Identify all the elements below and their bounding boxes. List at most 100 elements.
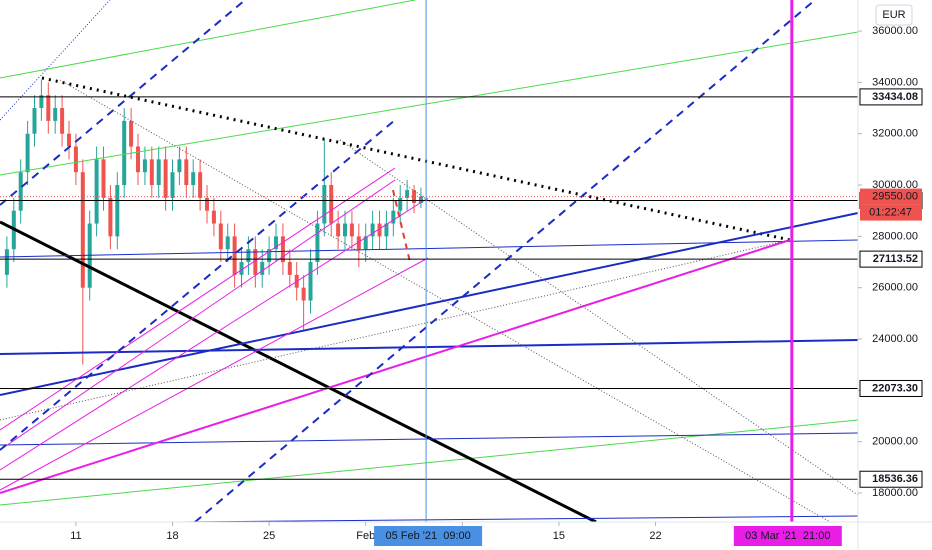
- candle-body: [46, 95, 51, 121]
- candle-body: [246, 249, 251, 263]
- candle-body: [129, 120, 134, 147]
- candle-body: [115, 185, 120, 237]
- candle-body: [67, 133, 72, 147]
- candle-body: [336, 223, 341, 237]
- countdown-box: [860, 204, 922, 221]
- candle-body: [315, 223, 320, 263]
- candle-body: [260, 262, 265, 275]
- candle-body: [170, 172, 175, 198]
- candle-body: [405, 190, 410, 198]
- candle-body: [149, 159, 154, 186]
- candle-body: [136, 146, 141, 173]
- channel-line: [0, 119, 396, 451]
- candle-body: [356, 236, 361, 250]
- candle-body: [73, 146, 78, 173]
- candle-body: [32, 108, 37, 134]
- candle-body: [184, 159, 189, 186]
- y-tick-label: 34000.00: [872, 76, 918, 88]
- candle-body: [142, 159, 147, 173]
- time-label-box: [733, 526, 842, 546]
- candle-body: [349, 223, 354, 237]
- time-label: 05 Feb '21 09:00: [385, 530, 470, 542]
- candle-body: [384, 223, 389, 237]
- candle-body: [18, 172, 23, 211]
- x-tick-label: 22: [649, 530, 661, 542]
- trend-line: [0, 239, 859, 258]
- fan-line: [0, 257, 429, 491]
- time-label: 03 Mar '21 21:00: [745, 530, 830, 542]
- y-tick-label: 20000.00: [872, 436, 918, 448]
- last-price-box: [860, 188, 922, 205]
- price-label-box: [859, 250, 923, 268]
- fan-line: [0, 197, 429, 471]
- dotted-line: [0, 239, 791, 421]
- candle-body: [225, 236, 230, 250]
- candle-body: [39, 95, 44, 109]
- candle-body: [398, 197, 403, 211]
- candle-body: [156, 159, 161, 186]
- trend-line: [0, 220, 597, 524]
- channel-line: [194, 0, 816, 523]
- candle-body: [308, 262, 313, 301]
- channel-line: [0, 0, 246, 206]
- candle-body: [122, 120, 127, 186]
- candle-body: [301, 287, 306, 301]
- x-tick-label: 15: [553, 530, 565, 542]
- price-label: 18536.36: [872, 473, 918, 485]
- x-tick-label: 18: [166, 530, 178, 542]
- trend-line: [0, 239, 791, 494]
- y-tick-label: 18000.00: [872, 487, 918, 499]
- y-tick-label: 24000.00: [872, 333, 918, 345]
- candle-body: [205, 197, 210, 211]
- candle-body: [377, 223, 382, 237]
- y-tick-label: 30000.00: [872, 179, 918, 191]
- price-label: 27113.52: [873, 253, 918, 265]
- candle-body: [211, 210, 216, 224]
- price-label: 33434.08: [872, 91, 918, 103]
- drawings: [0, 0, 859, 524]
- trend-line: [41, 76, 791, 242]
- y-tick-label: 32000.00: [872, 128, 918, 140]
- candle-body: [53, 108, 58, 121]
- trend-line: [0, 419, 859, 506]
- y-tick-label: 36000.00: [872, 25, 918, 37]
- candle-body: [108, 197, 113, 237]
- trend-line: [179, 515, 859, 523]
- axes: 18000.0020000.0022000.0024000.0026000.00…: [70, 25, 923, 546]
- overlay: [0, 0, 858, 522]
- price-label-box: [859, 88, 923, 106]
- price-label: 22073.30: [872, 382, 918, 394]
- currency-box[interactable]: [875, 4, 913, 26]
- x-tick-label: 25: [263, 530, 275, 542]
- dashed-line: [392, 189, 411, 263]
- candle-body: [391, 210, 396, 224]
- candle-body: [267, 249, 272, 263]
- candle-body: [280, 236, 285, 263]
- candle-body: [60, 108, 65, 134]
- candle-body: [239, 262, 244, 275]
- countdown: 01:22:47: [869, 206, 912, 218]
- time-label-box: [374, 526, 483, 546]
- candle-body: [253, 249, 258, 275]
- candle-body: [198, 172, 203, 198]
- candle-body: [322, 185, 327, 224]
- currency: EUR: [882, 9, 905, 21]
- candle-body: [163, 159, 168, 198]
- candle-body: [4, 249, 9, 275]
- last-price-label: 29550.00: [872, 190, 918, 202]
- candle-body: [232, 236, 237, 275]
- fan-line: [0, 167, 396, 431]
- x-tick-label: Feb: [356, 530, 375, 542]
- dotted-line: [0, 0, 111, 121]
- dotted-line: [59, 79, 831, 523]
- candle-body: [191, 172, 196, 186]
- y-tick-label: 26000.00: [872, 282, 918, 294]
- candle-body: [418, 196, 423, 203]
- candle-body: [94, 159, 99, 224]
- candle-body: [25, 133, 30, 173]
- fan-line: [0, 179, 396, 451]
- trend-line: [0, 0, 416, 79]
- x-tick-label: 11: [70, 530, 81, 542]
- candle-body: [101, 159, 106, 198]
